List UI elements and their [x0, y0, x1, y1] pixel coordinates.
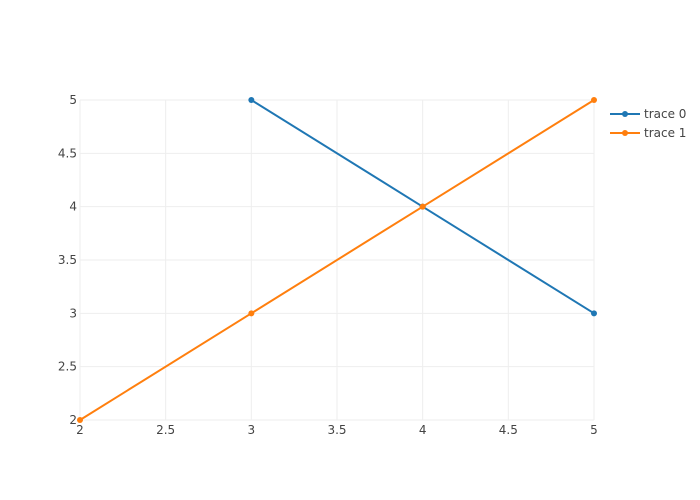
x-tick-label: 2 — [76, 423, 84, 437]
legend-label: trace 0 — [644, 107, 686, 121]
x-tick-label: 5 — [590, 423, 598, 437]
series-trace-1 — [77, 97, 597, 423]
legend-item[interactable]: trace 1 — [610, 126, 686, 140]
data-point[interactable] — [248, 97, 255, 103]
data-point[interactable] — [77, 417, 83, 423]
series-line — [79, 99, 595, 421]
legend-item[interactable]: trace 0 — [610, 107, 686, 121]
y-tick-label: 2 — [69, 413, 77, 427]
series-layer — [77, 97, 597, 423]
y-tick-label: 4.5 — [58, 146, 77, 160]
data-point[interactable] — [591, 97, 597, 103]
legend-marker — [622, 130, 628, 136]
y-tick-label: 4 — [69, 200, 77, 214]
data-point[interactable] — [419, 203, 426, 210]
x-tick-label: 3 — [248, 423, 256, 437]
x-tick-label: 4.5 — [499, 423, 518, 437]
y-tick-label: 5 — [69, 93, 77, 107]
data-point[interactable] — [591, 310, 597, 317]
axes: 2 2.5 3 3.5 4 4.5 5 2 2.5 3 3.5 4 4.5 5 — [58, 93, 598, 437]
x-tick-label: 3.5 — [327, 423, 346, 437]
y-tick-label: 3.5 — [58, 253, 77, 267]
x-tick-label: 4 — [419, 423, 427, 437]
x-tick-label: 2.5 — [156, 423, 175, 437]
legend[interactable]: trace 0 trace 1 — [610, 107, 686, 140]
legend-marker — [622, 111, 628, 117]
y-tick-label: 3 — [69, 306, 77, 320]
legend-label: trace 1 — [644, 126, 686, 140]
y-tick-label: 2.5 — [58, 360, 77, 374]
data-point[interactable] — [248, 310, 255, 317]
